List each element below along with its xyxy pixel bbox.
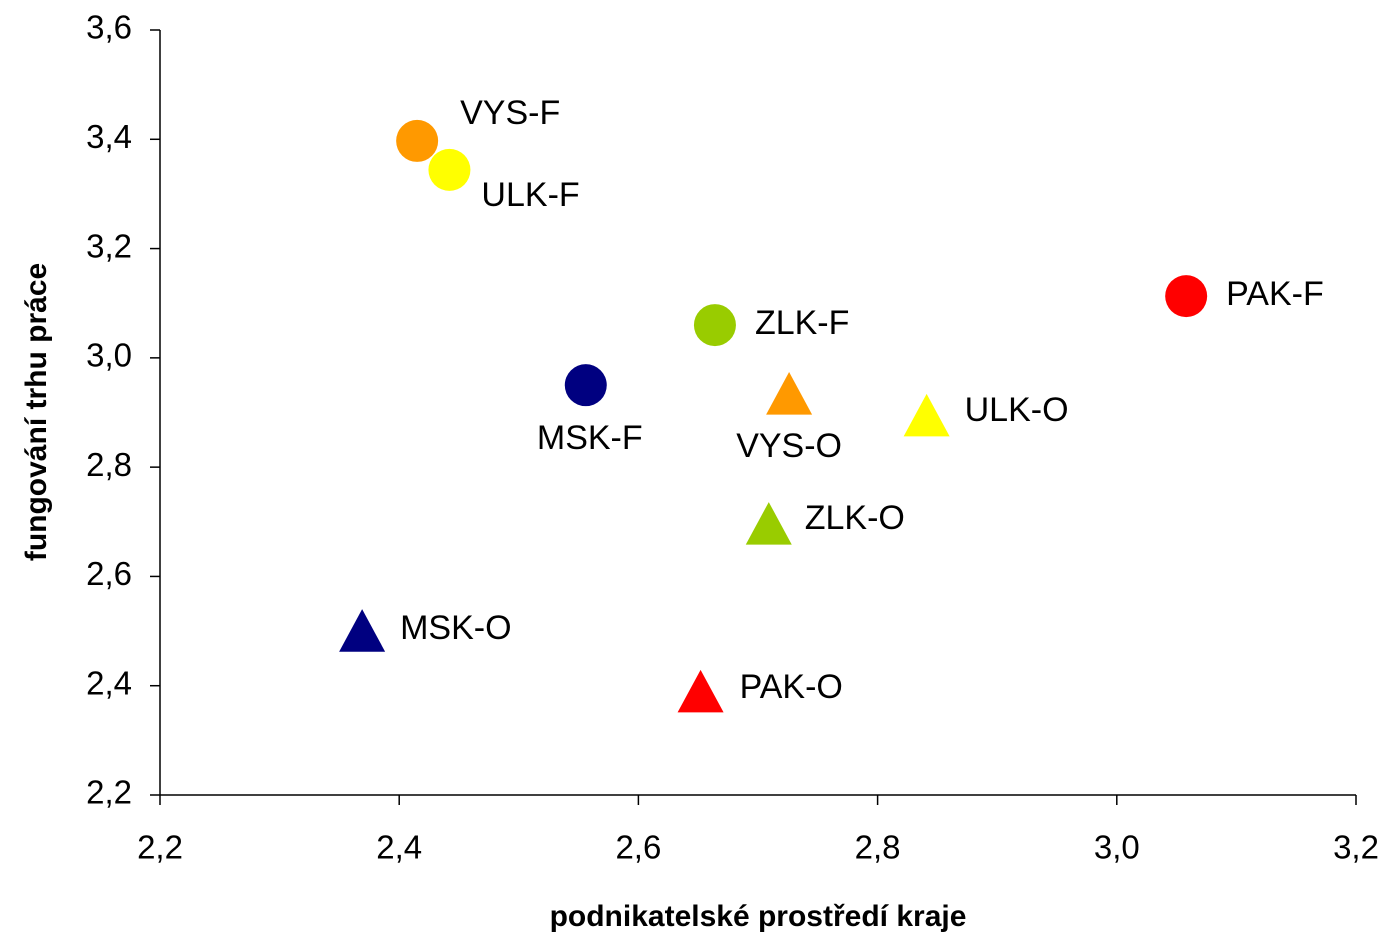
x-tick-label: 2,8 bbox=[855, 829, 901, 866]
point-label: ZLK-F bbox=[755, 304, 849, 342]
y-tick-label: 3,4 bbox=[86, 118, 132, 155]
y-tick-label: 3,2 bbox=[86, 227, 132, 264]
x-tick-label: 3,2 bbox=[1333, 829, 1379, 866]
y-tick-label: 3,0 bbox=[86, 337, 132, 374]
y-tick-label: 2,4 bbox=[86, 664, 132, 701]
y-tick-label: 2,6 bbox=[86, 555, 132, 592]
triangle-marker bbox=[903, 393, 950, 437]
triangle-marker bbox=[677, 669, 724, 713]
y-tick-label: 3,6 bbox=[86, 9, 132, 46]
triangle-marker bbox=[745, 502, 792, 545]
point-label: ULK-F bbox=[481, 176, 579, 214]
triangle-marker bbox=[339, 609, 386, 652]
x-tick-label: 2,2 bbox=[137, 829, 183, 866]
point-label: ULK-O bbox=[965, 391, 1069, 429]
point-label: VYS-O bbox=[736, 427, 842, 465]
point-label: MSK-F bbox=[537, 419, 643, 457]
circle-marker bbox=[396, 119, 439, 162]
point-label: MSK-O bbox=[400, 609, 511, 647]
circle-marker bbox=[564, 364, 607, 407]
y-tick-label: 2,8 bbox=[86, 446, 132, 483]
point-label: ZLK-O bbox=[805, 499, 905, 537]
x-axis-title: podnikatelské prostředí kraje bbox=[550, 900, 967, 933]
circle-marker bbox=[428, 148, 471, 191]
point-label: PAK-F bbox=[1226, 275, 1324, 313]
x-tick-label: 3,0 bbox=[1094, 829, 1140, 866]
point-label: PAK-O bbox=[740, 668, 843, 706]
point-label: VYS-F bbox=[460, 94, 560, 132]
y-axis-title: fungování trhu práce bbox=[20, 263, 53, 561]
circle-marker bbox=[693, 304, 736, 347]
y-tick-label: 2,2 bbox=[86, 774, 132, 811]
x-tick-label: 2,4 bbox=[376, 829, 422, 866]
x-tick-label: 2,6 bbox=[615, 829, 661, 866]
circle-marker bbox=[1165, 275, 1208, 318]
triangle-marker bbox=[766, 372, 813, 415]
